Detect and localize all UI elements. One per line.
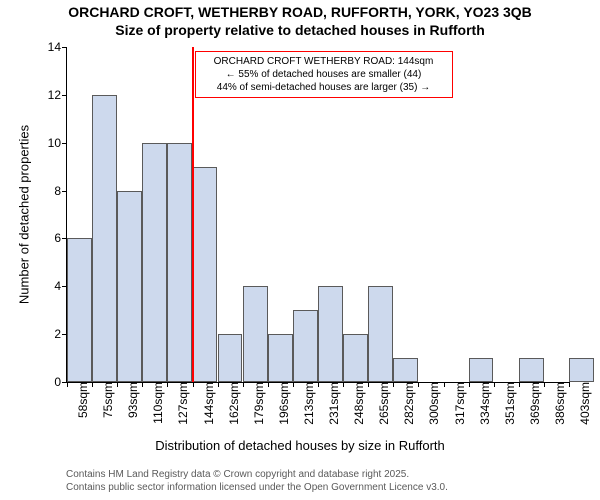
annotation-line: 44% of semi-detached houses are larger (… (200, 81, 448, 94)
reference-line (192, 47, 194, 382)
x-tick-label: 144sqm (198, 382, 216, 425)
histogram-bar (142, 143, 167, 382)
title-line-2: Size of property relative to detached ho… (0, 22, 600, 38)
x-tick-label: 403sqm (574, 382, 592, 425)
x-tick-mark (544, 382, 545, 387)
x-tick-mark (343, 382, 344, 387)
annotation-box: ORCHARD CROFT WETHERBY ROAD: 144sqm← 55%… (195, 51, 453, 98)
x-tick-mark (167, 382, 168, 387)
x-tick-mark (494, 382, 495, 387)
x-tick-mark (268, 382, 269, 387)
x-tick-label: 58sqm (72, 382, 90, 418)
x-tick-mark (142, 382, 143, 387)
x-tick-mark (393, 382, 394, 387)
x-tick-label: 351sqm (499, 382, 517, 425)
plot-area: 0246810121458sqm75sqm93sqm110sqm127sqm14… (66, 47, 569, 383)
annotation-line: ← 55% of detached houses are smaller (44… (200, 68, 448, 81)
title-line-1: ORCHARD CROFT, WETHERBY ROAD, RUFFORTH, … (0, 4, 600, 20)
histogram-bar (67, 238, 92, 382)
y-tick-mark (62, 143, 67, 144)
histogram-bar (167, 143, 192, 382)
footer-line: Contains public sector information licen… (66, 481, 448, 494)
x-tick-label: 334sqm (474, 382, 492, 425)
x-tick-label: 213sqm (298, 382, 316, 425)
x-tick-mark (293, 382, 294, 387)
histogram-bar (243, 286, 268, 382)
x-tick-mark (368, 382, 369, 387)
x-tick-label: 162sqm (223, 382, 241, 425)
annotation-line: ORCHARD CROFT WETHERBY ROAD: 144sqm (200, 55, 448, 68)
x-tick-label: 248sqm (348, 382, 366, 425)
x-tick-mark (318, 382, 319, 387)
histogram-bar (293, 310, 318, 382)
y-tick-mark (62, 47, 67, 48)
x-tick-mark (117, 382, 118, 387)
histogram-bar (268, 334, 293, 382)
x-tick-mark (243, 382, 244, 387)
x-tick-label: 179sqm (248, 382, 266, 425)
x-axis-label: Distribution of detached houses by size … (0, 438, 600, 453)
histogram-bar (519, 358, 544, 382)
chart-stage: ORCHARD CROFT, WETHERBY ROAD, RUFFORTH, … (0, 0, 600, 500)
footer-line: Contains HM Land Registry data © Crown c… (66, 468, 448, 481)
x-tick-mark (92, 382, 93, 387)
x-tick-label: 93sqm (122, 382, 140, 418)
x-tick-label: 282sqm (398, 382, 416, 425)
x-tick-mark (67, 382, 68, 387)
x-tick-label: 369sqm (524, 382, 542, 425)
histogram-bar (92, 95, 117, 382)
x-tick-label: 127sqm (172, 382, 190, 425)
histogram-bar (343, 334, 368, 382)
x-tick-label: 317sqm (449, 382, 467, 425)
x-tick-label: 110sqm (147, 382, 165, 424)
x-tick-label: 231sqm (323, 382, 341, 425)
histogram-bar (368, 286, 393, 382)
x-tick-mark (469, 382, 470, 387)
footer-attribution: Contains HM Land Registry data © Crown c… (66, 468, 448, 494)
x-tick-mark (218, 382, 219, 387)
x-tick-mark (444, 382, 445, 387)
x-tick-label: 300sqm (423, 382, 441, 425)
y-tick-mark (62, 191, 67, 192)
x-tick-label: 386sqm (549, 382, 567, 425)
y-axis-label: Number of detached properties (17, 115, 32, 315)
histogram-bar (218, 334, 243, 382)
histogram-bar (117, 191, 142, 382)
y-tick-mark (62, 95, 67, 96)
x-tick-mark (569, 382, 570, 387)
x-tick-label: 265sqm (373, 382, 391, 425)
histogram-bar (393, 358, 418, 382)
x-tick-mark (519, 382, 520, 387)
x-tick-label: 75sqm (97, 382, 115, 418)
x-tick-mark (418, 382, 419, 387)
histogram-bar (569, 358, 594, 382)
x-tick-mark (193, 382, 194, 387)
histogram-bar (318, 286, 343, 382)
histogram-bar (469, 358, 494, 382)
x-tick-label: 196sqm (273, 382, 291, 425)
histogram-bar (193, 167, 218, 382)
